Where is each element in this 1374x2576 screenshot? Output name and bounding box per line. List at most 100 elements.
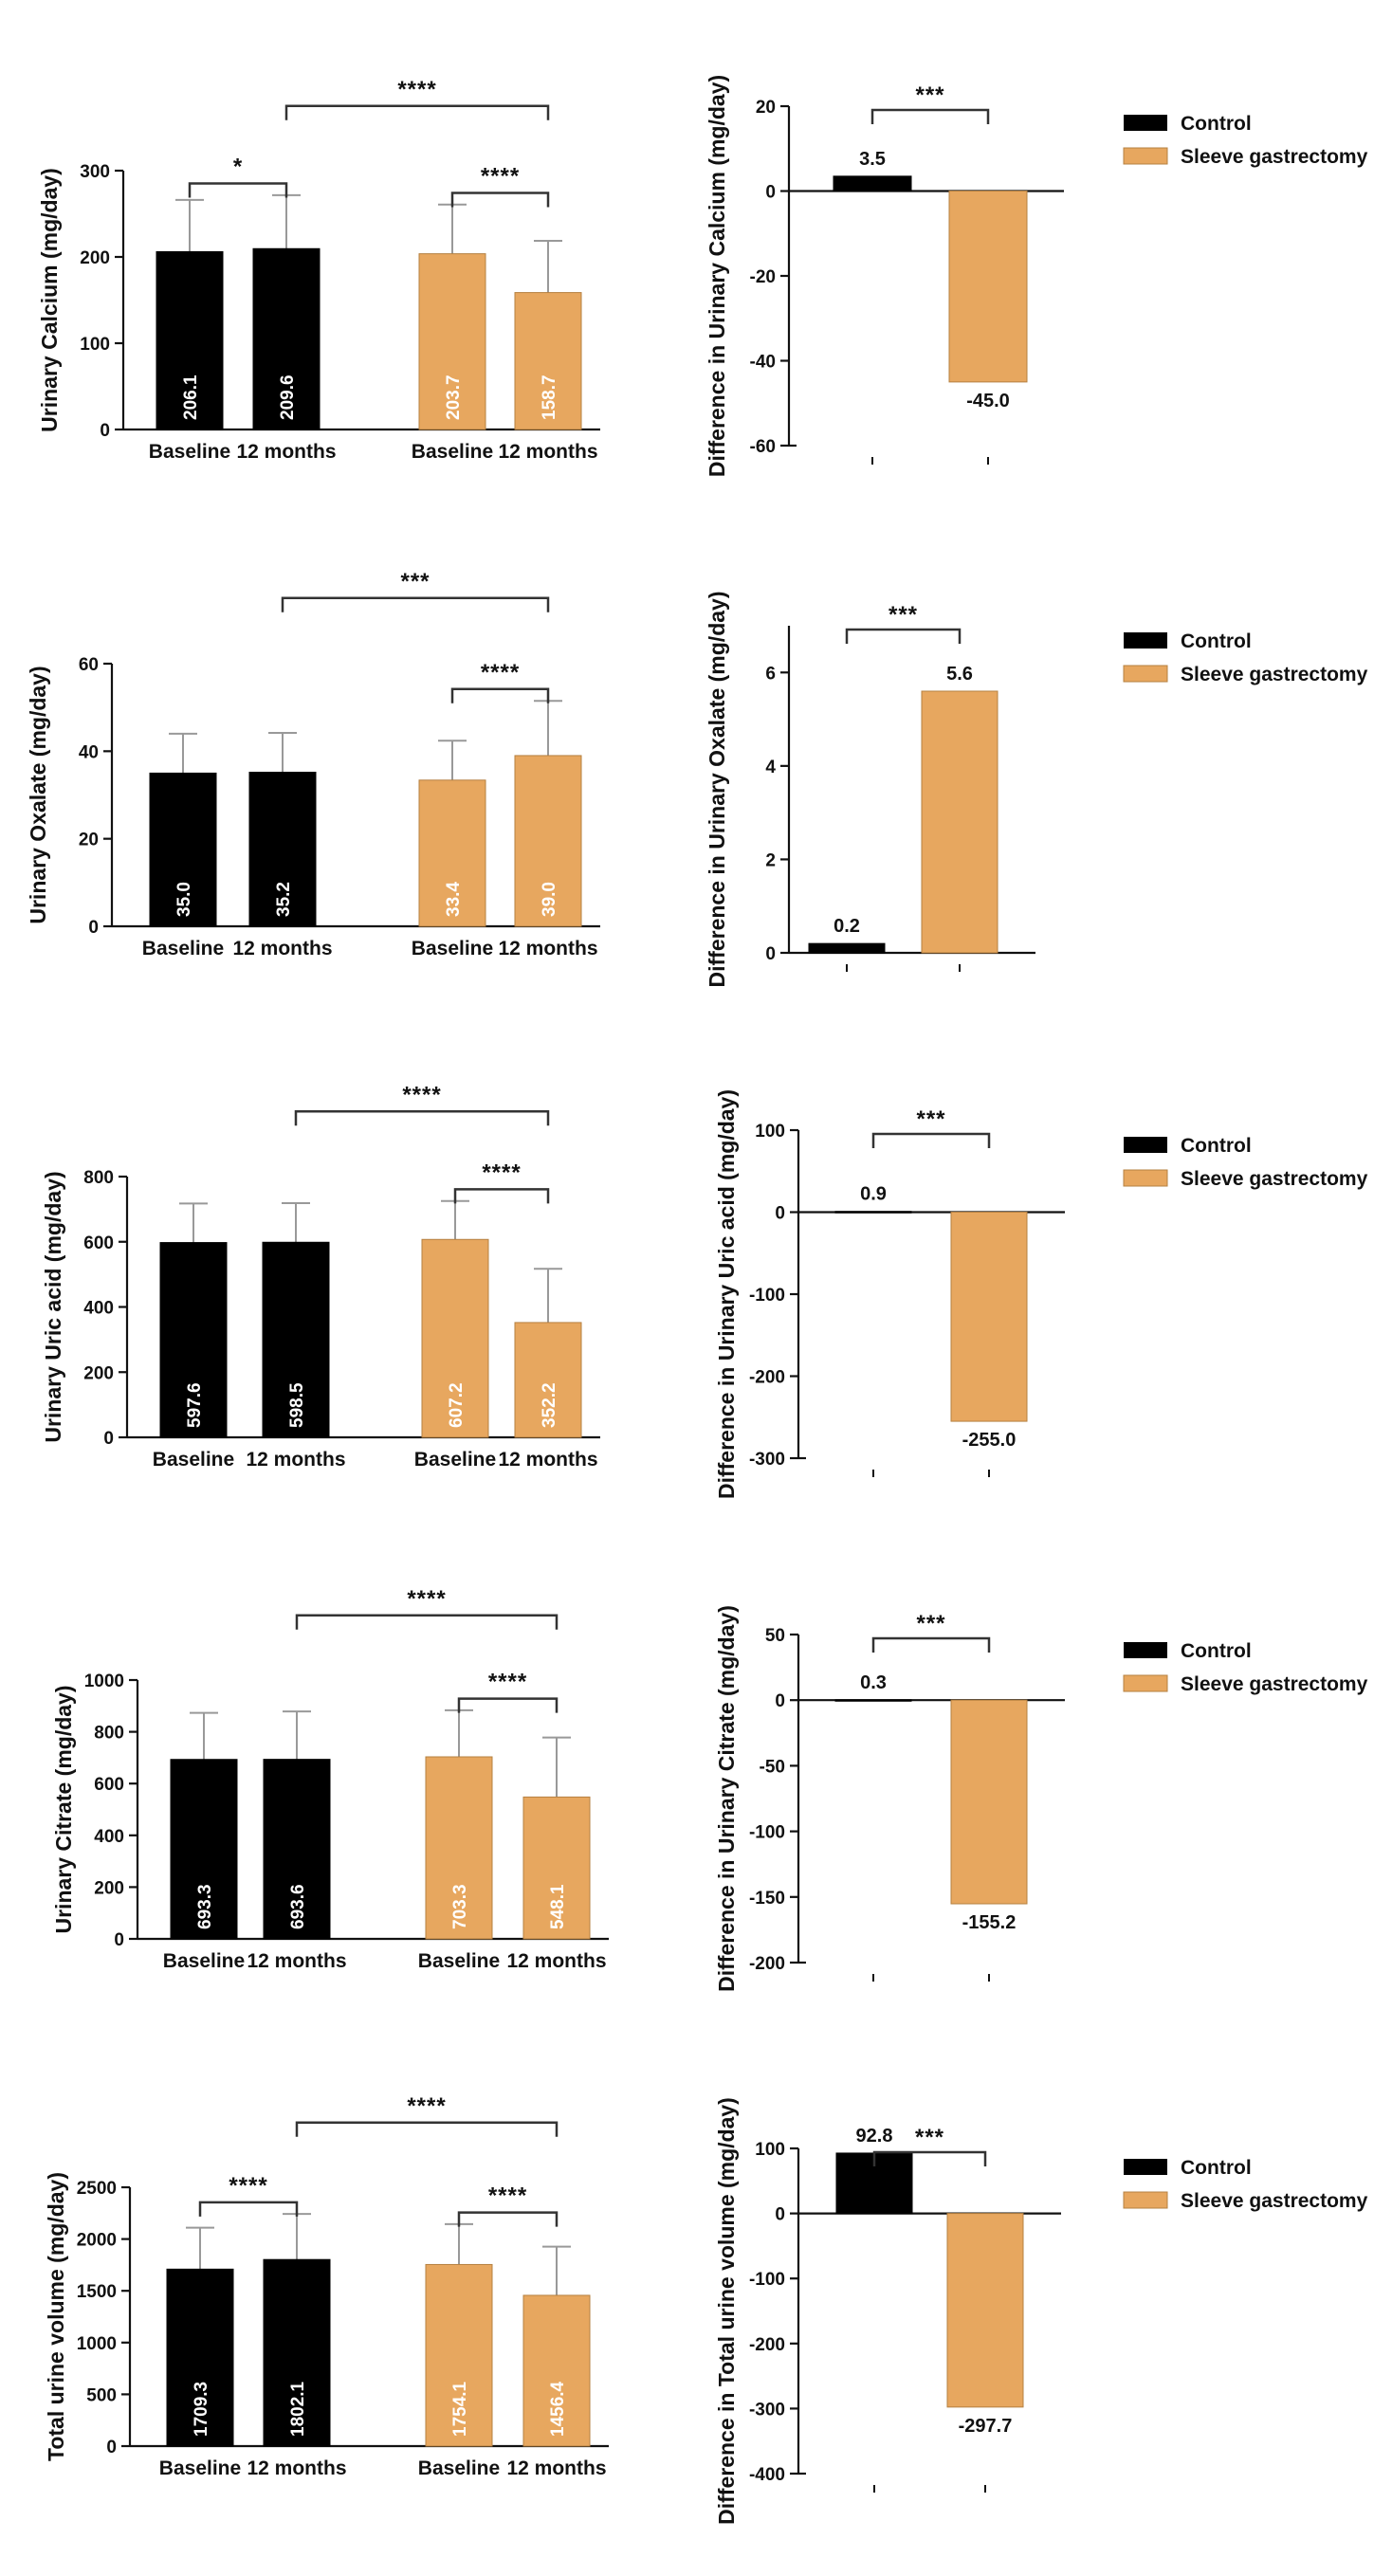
bar-sleeve	[514, 292, 582, 430]
y-tick-label: 600	[94, 1775, 124, 1795]
bar-value-label: 607.2	[447, 1382, 467, 1428]
bar-control	[835, 2152, 913, 2215]
y-tick-label: 20	[79, 831, 99, 850]
y-tick-label: -50	[760, 1757, 785, 1777]
x-category-label: 12 months	[498, 441, 597, 463]
bar-control	[262, 1241, 330, 1438]
significance-bracket	[845, 628, 962, 644]
bar-value-label: 5.6	[946, 664, 973, 685]
significance-bracket	[295, 2121, 559, 2137]
y-axis-title: Difference in Total urine volume (mg/day…	[714, 2097, 739, 2525]
x-category-label: Baseline	[163, 1950, 245, 1972]
y-tick-label: 1000	[84, 1672, 124, 1691]
bar-sleeve	[514, 1322, 582, 1438]
legend-label-sleeve: Sleeve gastrectomy	[1181, 1168, 1368, 1190]
y-tick-label: 0	[103, 1429, 114, 1449]
x-category-label: Baseline	[149, 441, 230, 463]
legend: Control Sleeve gastrectomy	[1123, 1640, 1368, 1695]
y-tick-label: 2500	[77, 2179, 117, 2199]
bar-value-label: 548.1	[548, 1884, 568, 1929]
significance-bracket	[198, 2201, 299, 2217]
significance-bracket	[871, 1636, 991, 1653]
y-tick-label: -200	[749, 1368, 785, 1388]
y-tick-label: 800	[83, 1168, 114, 1188]
panel-9: Difference in Total urine volume (mg/day…	[714, 2097, 1368, 2525]
legend-swatch-sleeve	[1123, 1169, 1168, 1187]
significance-label: ****	[229, 2173, 267, 2199]
bar-value-label: 0.3	[860, 1672, 887, 1693]
significance-bracket	[450, 192, 550, 208]
significance-label: *	[233, 155, 243, 180]
y-tick-label: 100	[80, 335, 110, 355]
y-tick-label: -300	[749, 2400, 785, 2420]
panel-0: Urinary Calcium (mg/day) 0 100 200 300 206.1 B…	[37, 77, 600, 463]
bar-value-label: -255.0	[962, 1430, 1017, 1451]
x-category-label: Baseline	[418, 2457, 500, 2479]
x-category-label: 12 months	[236, 441, 336, 463]
legend-swatch-control	[1124, 2159, 1167, 2175]
y-tick-label: -100	[749, 1286, 785, 1306]
significance-label: ***	[915, 82, 944, 108]
bar-value-label: 1754.1	[450, 2381, 470, 2437]
significance-bracket	[294, 1110, 550, 1126]
y-tick-label: -40	[750, 353, 776, 373]
x-category-label: 12 months	[498, 1449, 597, 1471]
x-category-label: Baseline	[142, 938, 224, 959]
significance-label: ***	[915, 2125, 944, 2150]
bar-sleeve	[948, 191, 1028, 383]
y-tick-label: 0	[775, 2205, 785, 2225]
bar-value-label: 209.6	[278, 375, 298, 420]
y-tick-label: 100	[755, 2140, 785, 2160]
y-tick-label: 400	[94, 1827, 124, 1847]
legend-label-sleeve: Sleeve gastrectomy	[1181, 146, 1368, 168]
x-category-label: Baseline	[153, 1449, 234, 1471]
y-tick-label: 6	[765, 664, 776, 684]
bar-control	[263, 1759, 331, 1940]
y-tick-label: 0	[765, 183, 776, 203]
x-category-label: 12 months	[506, 1950, 606, 1972]
legend-label-sleeve: Sleeve gastrectomy	[1181, 2190, 1368, 2212]
bar-sleeve	[418, 779, 486, 927]
significance-label: ***	[889, 602, 918, 628]
y-tick-label: 4	[765, 758, 776, 777]
significance-bracket	[450, 687, 550, 703]
significance-label: ****	[402, 1082, 441, 1107]
y-axis-title: Urinary Oxalate (mg/day)	[26, 666, 50, 923]
y-tick-label: -300	[749, 1450, 785, 1470]
y-axis-title: Urinary Uric acid (mg/day)	[41, 1171, 65, 1442]
significance-label: ****	[488, 1670, 527, 1695]
legend: Control Sleeve gastrectomy	[1123, 630, 1368, 685]
bar-value-label: 598.5	[287, 1382, 307, 1428]
y-tick-label: 2	[765, 850, 776, 870]
y-axis-title: Difference in Urinary Oxalate (mg/day)	[705, 592, 729, 988]
bar-control	[263, 2258, 331, 2447]
significance-bracket	[281, 596, 550, 612]
bar-value-label: 597.6	[185, 1382, 205, 1428]
significance-label: ****	[397, 77, 436, 102]
legend: Control Sleeve gastrectomy	[1123, 113, 1368, 168]
x-category-label: Baseline	[412, 441, 493, 463]
panel-7: Difference in Urinary Citrate (mg/day) 50…	[714, 1605, 1368, 1992]
bar-value-label: 35.2	[274, 882, 294, 917]
bar-control	[834, 1699, 912, 1702]
bar-sleeve	[921, 690, 998, 954]
y-tick-label: -100	[749, 2270, 785, 2290]
significance-bracket	[872, 2150, 987, 2166]
y-tick-label: 200	[80, 248, 110, 268]
legend-label-control: Control	[1181, 113, 1252, 135]
significance-label: ****	[488, 2183, 527, 2209]
significance-label: ****	[481, 163, 520, 189]
panel-4: Urinary Uric acid (mg/day) 0 200 400 600 800 5…	[41, 1082, 600, 1471]
y-tick-label: 0	[88, 918, 99, 938]
bar-value-label: 203.7	[444, 375, 464, 420]
bar-value-label: 92.8	[856, 2126, 893, 2147]
bar-sleeve	[425, 2263, 493, 2447]
y-tick-label: 600	[83, 1233, 114, 1253]
bar-value-label: 1456.4	[548, 2381, 568, 2437]
x-category-label: Baseline	[418, 1950, 500, 1972]
bar-sleeve	[425, 1756, 493, 1940]
x-category-label: 12 months	[232, 938, 332, 959]
x-category-label: 12 months	[246, 1449, 345, 1471]
legend-swatch-sleeve	[1123, 147, 1168, 165]
bar-value-label: -155.2	[962, 1912, 1017, 1933]
